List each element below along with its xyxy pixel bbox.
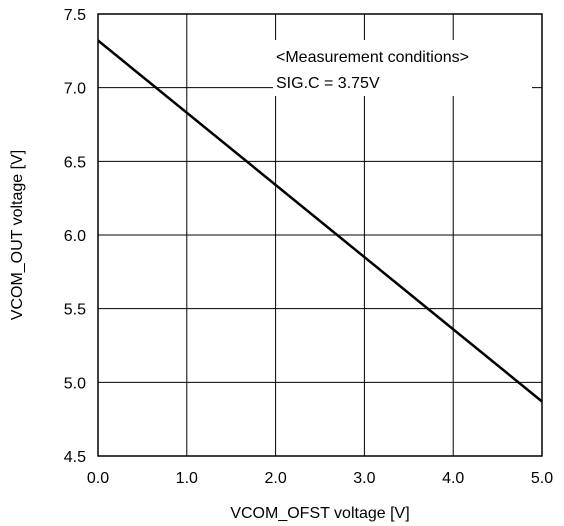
y-axis-label: VCOM_OUT voltage [V]	[9, 150, 26, 320]
x-tick-label: 0.0	[87, 470, 109, 487]
x-tick-labels: 0.0 1.0 2.0 3.0 4.0 5.0	[87, 470, 553, 487]
plot-frame	[97, 13, 543, 457]
annotation-background	[273, 40, 532, 96]
x-tick-label: 2.0	[264, 470, 286, 487]
y-tick-label: 5.5	[64, 302, 86, 319]
y-tick-label: 7.0	[64, 81, 86, 98]
y-tick-label: 6.5	[64, 154, 86, 171]
x-axis-label: VCOM_OFST voltage [V]	[230, 505, 409, 522]
x-tick-label: 3.0	[353, 470, 375, 487]
x-tick-label: 5.0	[531, 470, 553, 487]
y-tick-labels: 4.5 5.0 5.5 6.0 6.5 7.0 7.5	[64, 7, 86, 466]
y-tick-label: 5.0	[64, 375, 86, 392]
y-tick-label: 7.5	[64, 7, 86, 24]
y-tick-label: 6.0	[64, 228, 86, 245]
annotation-line-2: SIG.C = 3.75V	[276, 75, 380, 92]
x-tick-label: 1.0	[176, 470, 198, 487]
annotation-line-1: <Measurement conditions>	[276, 49, 469, 66]
y-tick-label: 4.5	[64, 449, 86, 466]
series-line	[97, 39, 543, 403]
x-tick-label: 4.0	[442, 470, 464, 487]
